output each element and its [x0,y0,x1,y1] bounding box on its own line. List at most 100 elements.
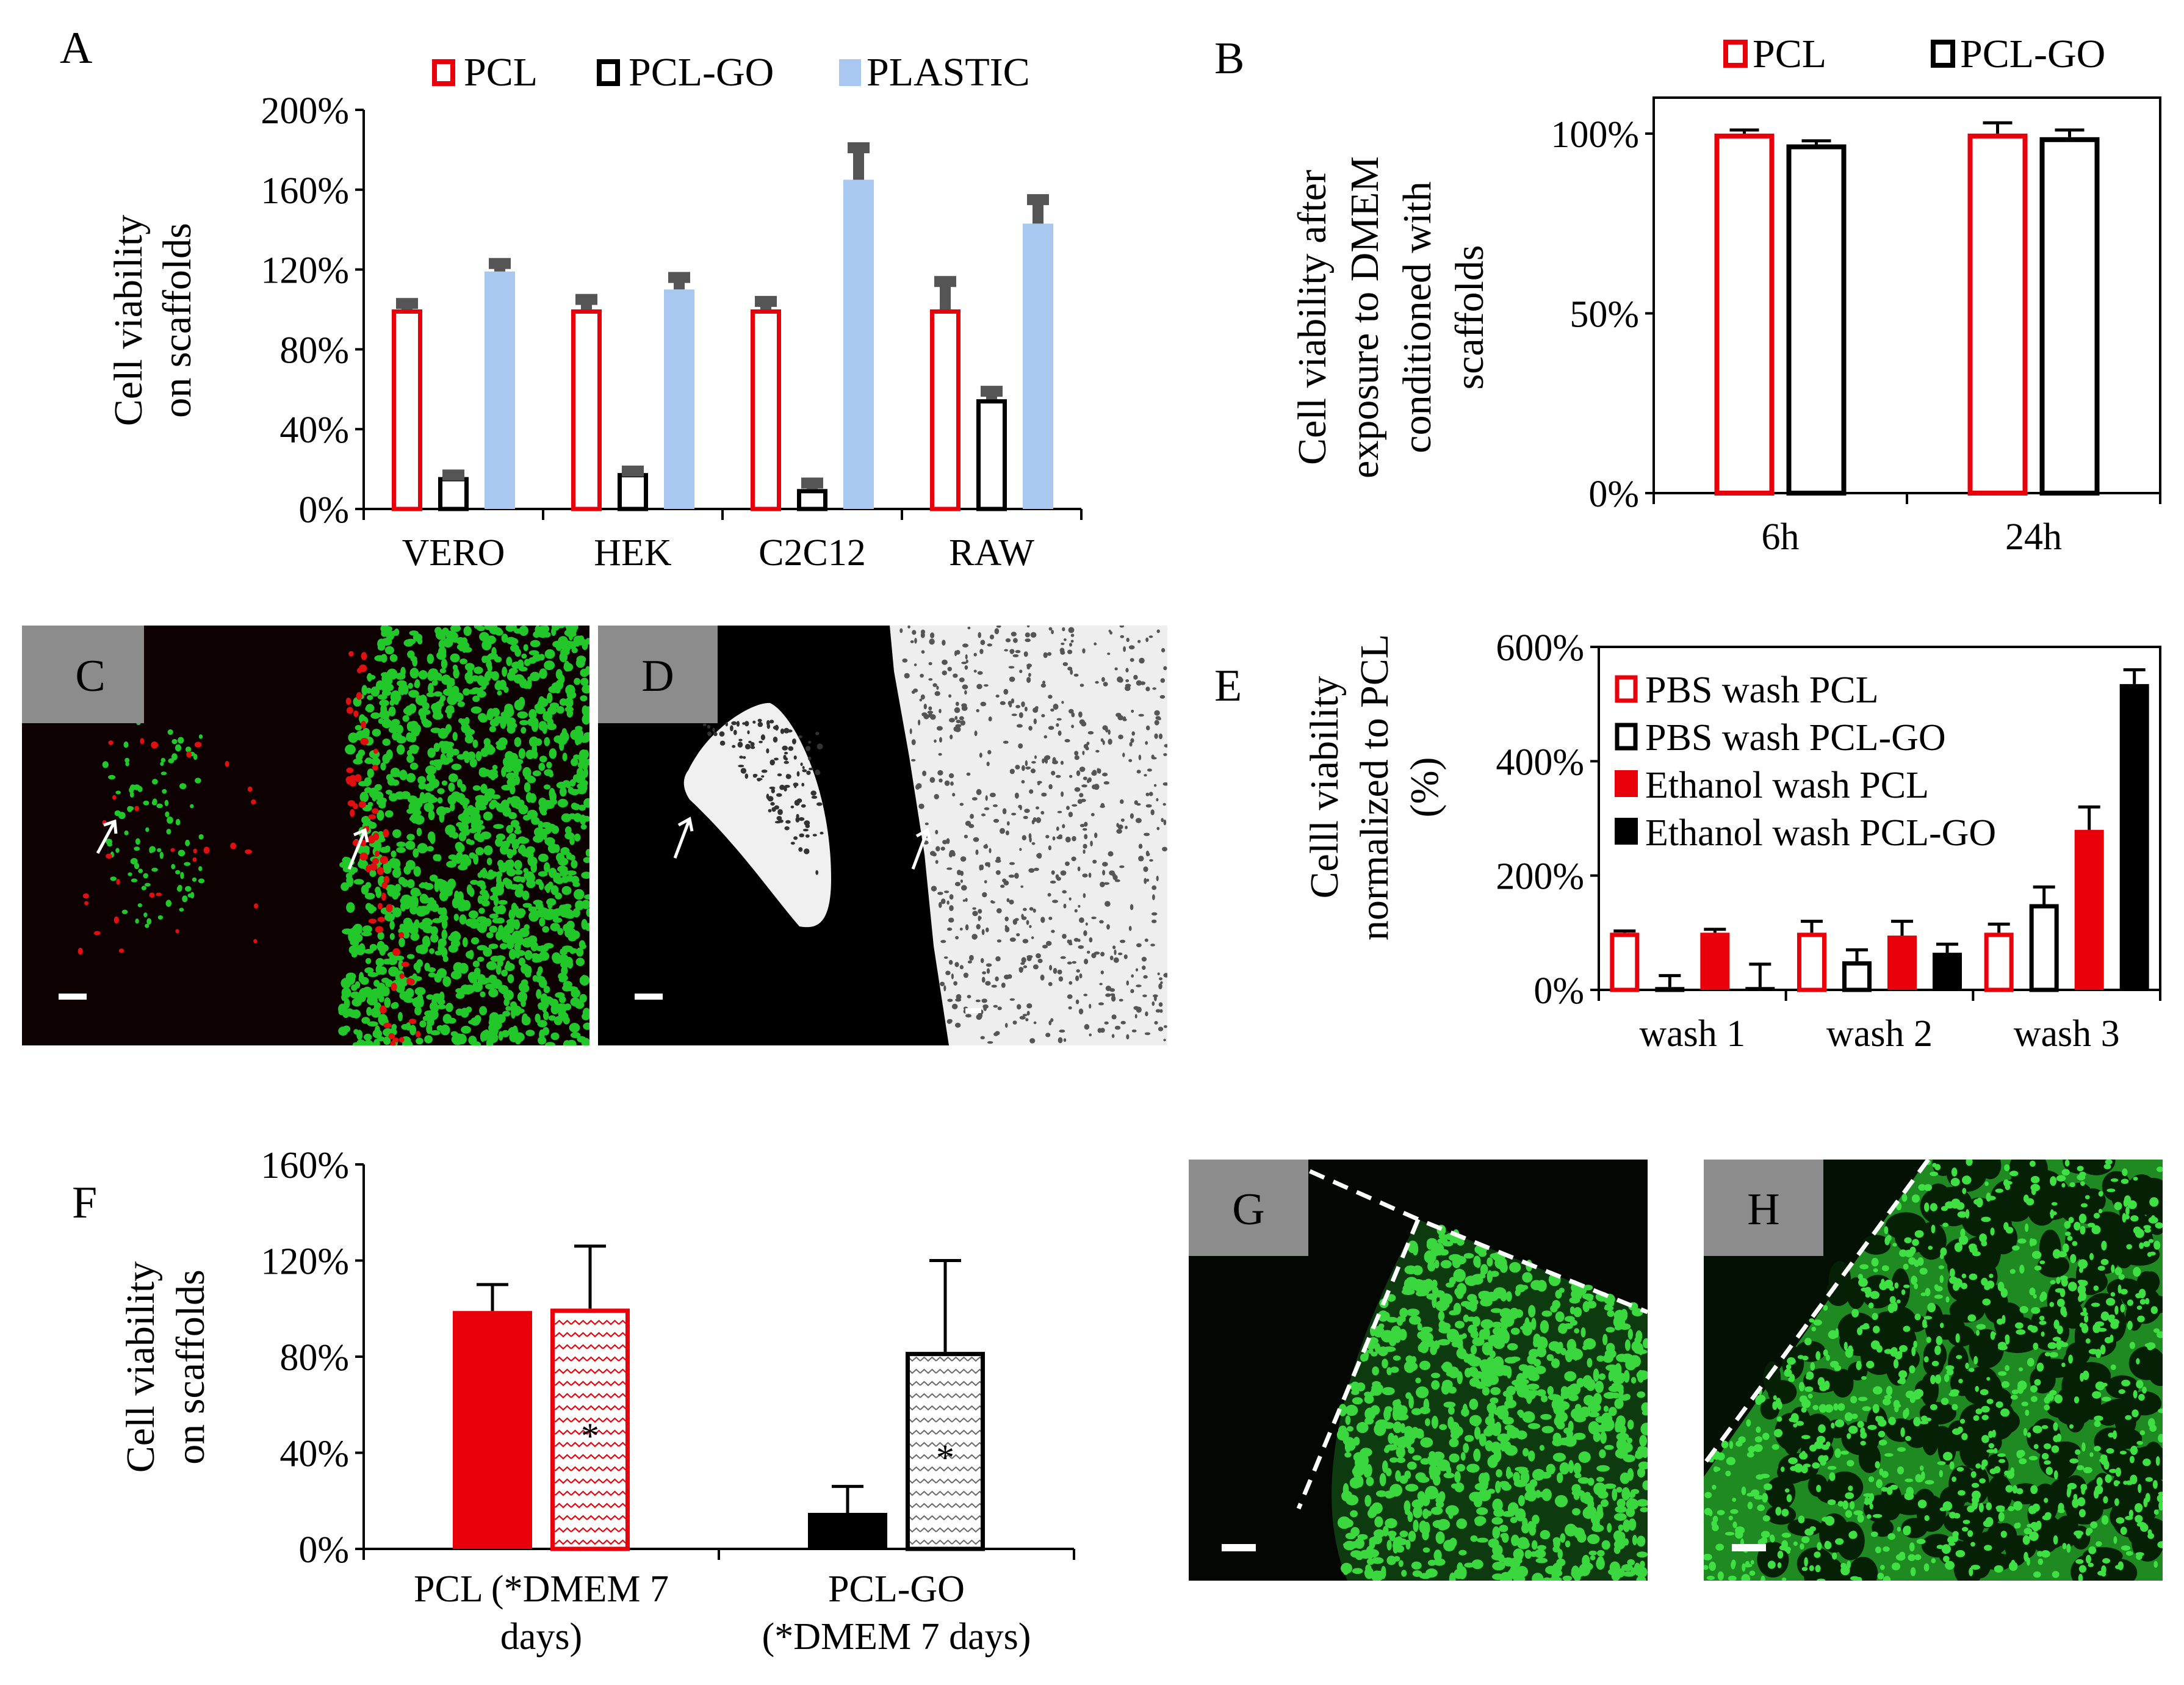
green-cell [130,858,138,865]
green-cell [413,921,420,929]
red-cell [349,774,357,782]
green-cell [530,671,540,682]
panel-label-d-box [598,626,718,723]
green-cell [583,710,589,720]
green-cell [390,767,400,778]
gray-cell [783,754,787,760]
green-cell [2054,1395,2063,1404]
green-cell [1487,1257,1493,1267]
gray-cell [719,731,725,737]
green-cell [2085,1195,2090,1200]
green-cell [2068,1354,2074,1364]
green-cell [449,831,454,838]
green-cell [428,810,435,821]
green-cell [555,643,563,651]
green-cell [2091,1225,2101,1235]
green-cell [1502,1416,1514,1425]
gray-cell [954,962,959,967]
green-cell [2022,1535,2030,1545]
green-cell [2075,1449,2081,1455]
green-cell [1950,1389,1959,1395]
green-cell [2062,1543,2067,1550]
green-cell [1616,1354,1628,1362]
green-cell [1976,1324,1986,1330]
red-cell [399,1037,405,1043]
green-cell [1997,1318,2004,1325]
panel-label-b: B [1214,34,1244,84]
gray-cell [1142,994,1147,998]
gray-cell [808,741,812,744]
green-cell [1620,1472,1630,1484]
gray-cell [1017,1004,1022,1010]
green-cell [469,918,480,929]
green-cell [462,1027,470,1033]
green-cell [1564,1371,1577,1382]
green-cell [486,660,492,669]
green-cell [2033,1571,2041,1578]
green-cell [1407,1461,1417,1470]
y-tick-label: 120% [261,1241,349,1283]
green-cell [1495,1481,1501,1493]
green-cell [1574,1328,1580,1334]
green-cell [378,1014,388,1025]
green-cell [2027,1432,2031,1438]
green-cell [502,1011,511,1017]
green-cell [1386,1540,1392,1551]
gray-cell [1145,1011,1148,1017]
green-cell [1345,1404,1358,1416]
green-cell [558,972,567,980]
green-cell [2085,1338,2091,1344]
green-cell [1433,1550,1442,1562]
gray-cell [1050,880,1056,884]
panel-b-plot: 0%50%100%6h 24h [1551,96,2161,558]
green-cell [501,933,510,943]
green-cell [1787,1357,1796,1365]
green-cell [367,695,373,701]
gray-cell [791,738,796,745]
green-cell [2138,1394,2145,1401]
green-cell [1913,1416,1921,1427]
gray-cell [993,1005,998,1008]
green-cell [1988,1443,1994,1449]
green-cell [1930,1404,1937,1410]
green-cell [1559,1288,1565,1293]
green-cell [1724,1532,1735,1536]
panel-e: E Celll viability normalized to PCL (%) … [1214,627,2161,1055]
red-cell [116,879,120,885]
gray-cell [950,734,953,740]
red-cell [346,767,354,773]
green-cell [1916,1539,1926,1545]
gray-cell [973,837,979,842]
green-cell [344,998,350,1009]
green-cell [2110,1364,2116,1370]
gray-cell [994,628,1000,635]
gray-cell [931,886,937,892]
green-cell [471,1041,481,1045]
green-cell [412,657,418,667]
green-cell [1623,1369,1630,1383]
panel-label-f: F [72,1178,97,1228]
green-cell [472,739,478,748]
green-cell [2153,1509,2159,1515]
green-cell [569,1023,580,1033]
green-cell [1477,1489,1491,1501]
gray-cell [975,849,979,855]
green-cell [2027,1324,2034,1331]
red-cell [134,806,140,812]
green-cell [531,721,539,732]
green-cell [176,886,182,892]
gray-cell [970,814,974,819]
green-cell [137,903,142,907]
green-cell [1522,1272,1533,1283]
green-cell [1541,1310,1552,1317]
green-cell [468,950,474,959]
green-cell [556,853,564,862]
green-cell [1492,1498,1503,1512]
red-cell [399,973,405,979]
green-cell [1375,1343,1381,1354]
green-cell [1801,1399,1811,1409]
gray-cell [820,831,824,835]
gray-cell [1084,821,1088,827]
gray-cell [1024,809,1030,814]
green-cell [431,702,442,712]
